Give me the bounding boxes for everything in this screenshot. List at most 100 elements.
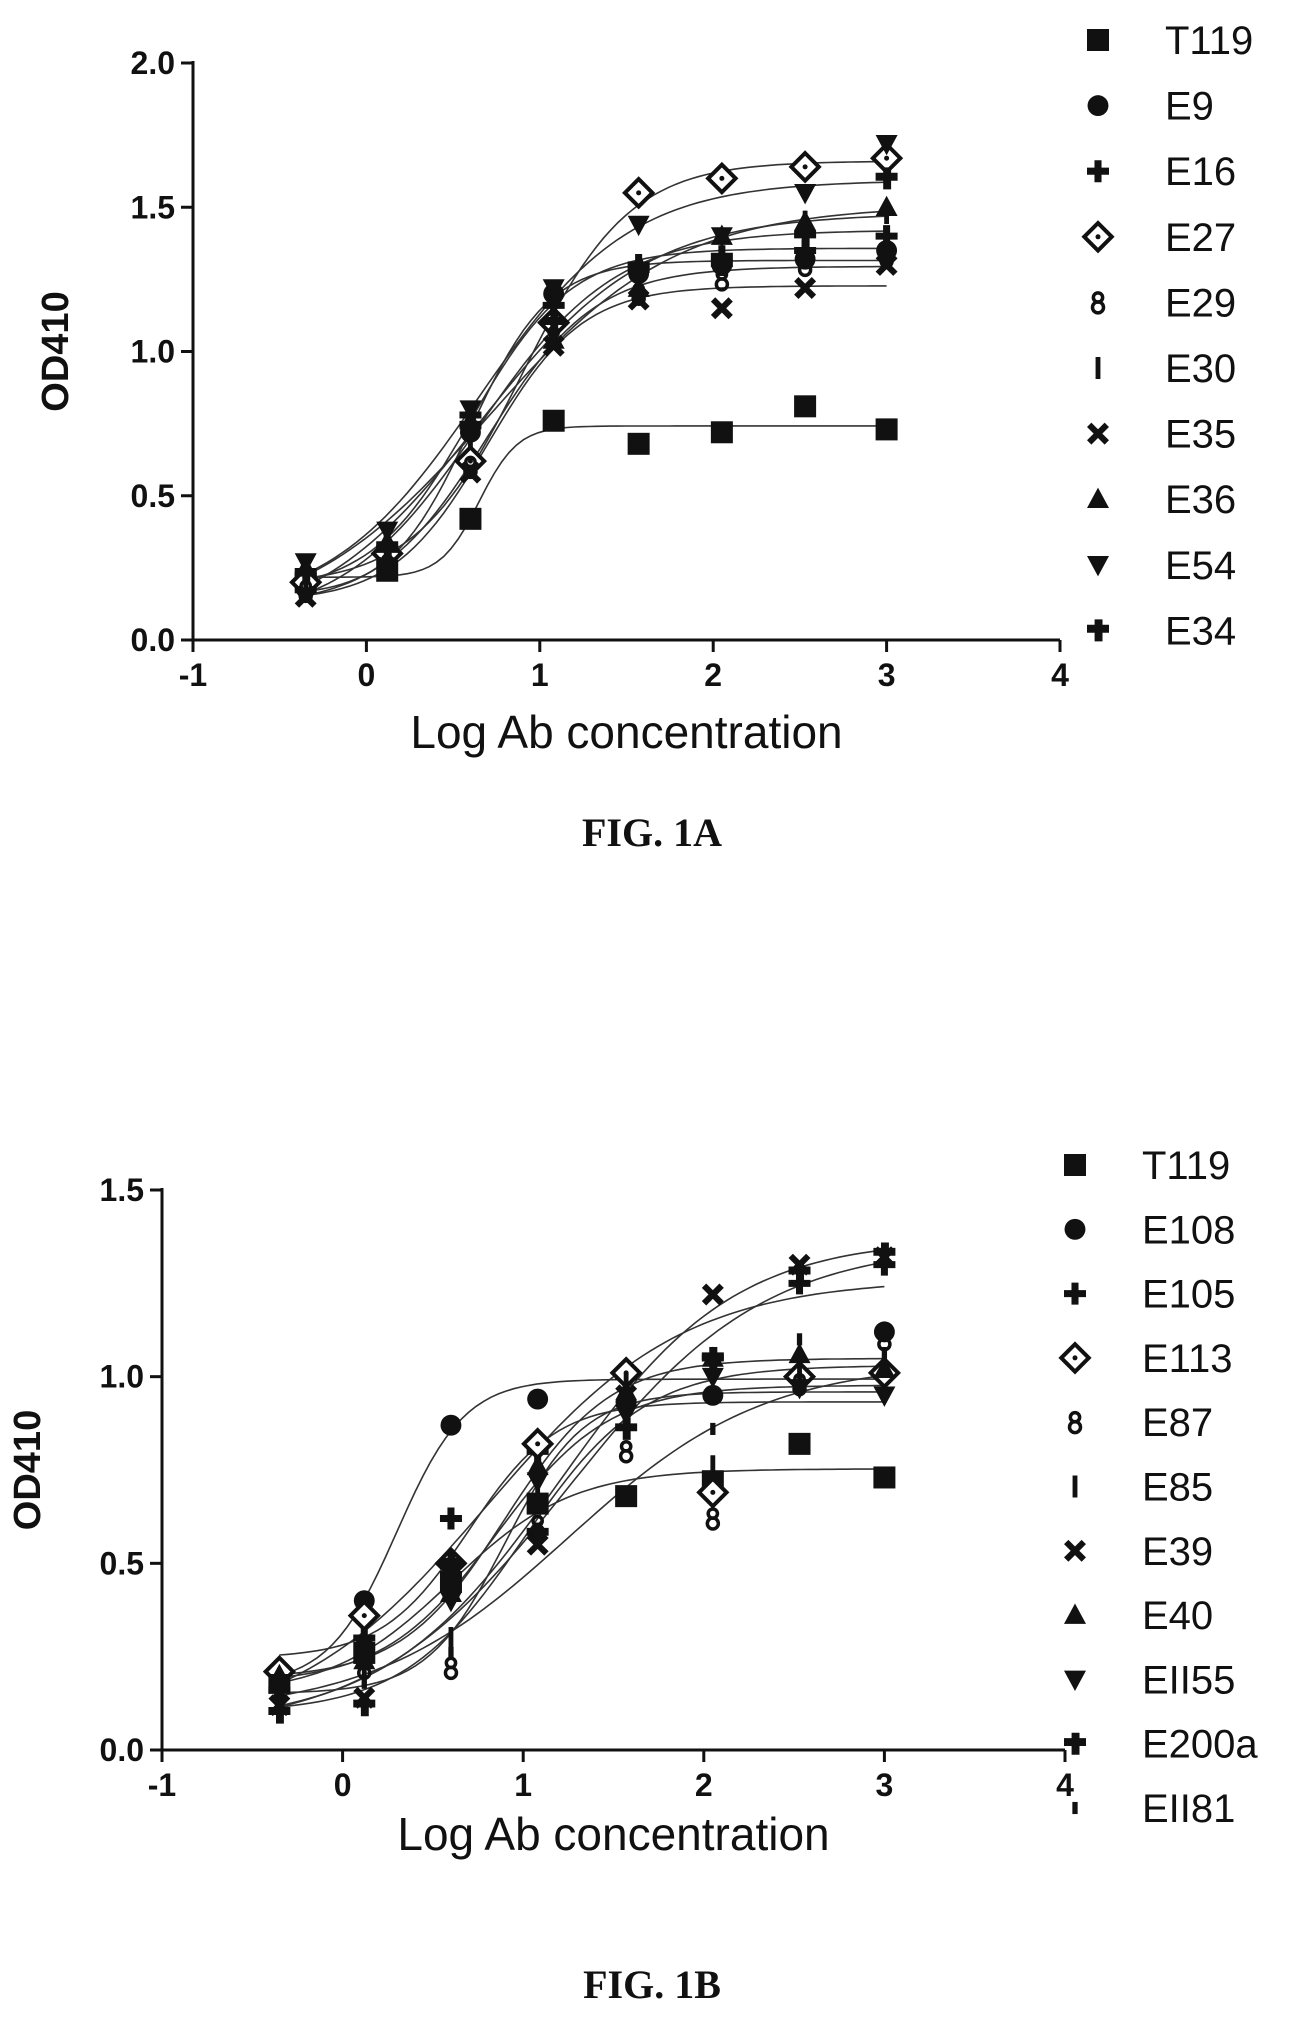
point-e54 — [794, 184, 817, 205]
legend-marker-e105 — [1064, 1282, 1086, 1305]
point-e200a — [788, 1261, 811, 1284]
point-e40 — [615, 1380, 638, 1401]
fit-curve-e105 — [279, 1285, 885, 1685]
fit-curve-e200a — [279, 1261, 885, 1708]
legend-marker-e29 — [1090, 291, 1106, 315]
legend-marker-e40 — [1064, 1603, 1086, 1624]
point-eii81 — [276, 1695, 283, 1708]
point-e36 — [875, 195, 898, 217]
point-e40 — [353, 1648, 376, 1670]
legend-label-e27: E27 — [1165, 216, 1236, 260]
x-tick-label: 0 — [358, 657, 376, 693]
x-tick-label: 3 — [878, 657, 896, 693]
point-e87 — [443, 1656, 459, 1681]
x-tick-label: 1 — [531, 657, 549, 693]
legend-marker-e16 — [1087, 160, 1109, 183]
x-tick-label: -1 — [148, 1767, 176, 1803]
legend-label-e30: E30 — [1165, 347, 1236, 391]
fit-curve-eii55 — [279, 1384, 885, 1679]
point-e85 — [448, 1627, 454, 1649]
fit-curve-e54 — [305, 181, 887, 575]
point-eii81 — [623, 1407, 629, 1421]
point-e200a — [701, 1347, 724, 1369]
legend-marker-eii55 — [1064, 1670, 1086, 1691]
point-e34 — [710, 253, 733, 276]
y-tick-label: 0.0 — [131, 622, 175, 658]
y-axis-label: OD410 — [7, 1410, 49, 1530]
legend-marker-e113 — [1058, 1341, 1092, 1375]
fit-curve-e35 — [305, 285, 887, 597]
point-e27 — [788, 150, 822, 184]
point-e35 — [794, 277, 817, 300]
point-e108 — [527, 1388, 549, 1410]
legend-marker-e9 — [1087, 95, 1109, 117]
point-e200a — [873, 1242, 896, 1265]
point-eii81 — [796, 1333, 803, 1346]
legend-marker-t119 — [1087, 29, 1109, 51]
point-e36 — [542, 328, 565, 349]
point-e35 — [294, 585, 317, 608]
point-e35 — [710, 297, 733, 320]
legend-marker-e34 — [1087, 619, 1109, 642]
legend: T119 E9 E16 E27 E29 E30 E35 E36 E54 E34 — [1081, 19, 1253, 653]
x-tick-label: 0 — [334, 1767, 352, 1803]
point-t119 — [459, 507, 482, 530]
point-e113 — [696, 1475, 730, 1509]
y-tick-label: 1.0 — [100, 1359, 144, 1395]
legend-label-e34: E34 — [1165, 609, 1236, 653]
point-e40 — [873, 1357, 896, 1378]
point-e87 — [705, 1507, 721, 1531]
point-eii55 — [873, 1386, 896, 1407]
fit-curve-e30 — [305, 230, 887, 595]
legend-label-e54: E54 — [1165, 544, 1236, 588]
point-e35 — [376, 556, 399, 579]
point-e36 — [627, 276, 650, 297]
fit-curve-t119 — [279, 1468, 885, 1684]
fitted-curves — [279, 1249, 885, 1708]
y-tick-label: 1.5 — [131, 189, 175, 225]
x-axis-label: Log Ab concentration — [397, 1808, 829, 1860]
point-t119 — [873, 1466, 896, 1489]
point-e54 — [542, 279, 565, 300]
x-tick-label: -1 — [179, 657, 207, 693]
point-eii55 — [353, 1636, 376, 1658]
legend-marker-e36 — [1087, 487, 1109, 508]
fit-curve-e34 — [305, 215, 887, 588]
y-tick-label: 2.0 — [131, 45, 175, 81]
point-e108 — [440, 1414, 462, 1436]
legend-label-eii55: EII55 — [1142, 1658, 1235, 1702]
legend-label-e29: E29 — [1165, 281, 1236, 325]
point-e34 — [459, 415, 482, 438]
fit-curve-e85 — [279, 1391, 885, 1694]
legend-label-e36: E36 — [1165, 478, 1236, 522]
point-e36 — [794, 210, 817, 231]
fit-curve-t119 — [305, 425, 887, 579]
legend-marker-e200a — [1064, 1732, 1086, 1755]
point-e34 — [875, 167, 898, 190]
legend-marker-e85 — [1072, 1475, 1078, 1498]
legend-label-e39: E39 — [1142, 1530, 1213, 1574]
point-e27 — [622, 176, 656, 210]
point-eii55 — [439, 1591, 462, 1613]
point-e35 — [459, 461, 482, 484]
point-e200a — [526, 1522, 549, 1545]
legend-label-e16: E16 — [1165, 150, 1236, 194]
data-points — [289, 134, 904, 608]
point-t119 — [875, 418, 898, 441]
data-points — [262, 1242, 901, 1724]
point-t119 — [615, 1485, 638, 1508]
point-e54 — [627, 215, 650, 237]
y-axis-label: OD410 — [35, 291, 77, 411]
fit-curve-e36 — [305, 210, 887, 577]
point-e39 — [526, 1533, 549, 1556]
point-eii81 — [881, 1348, 888, 1361]
legend-label-t119: T119 — [1142, 1144, 1230, 1188]
point-e34 — [294, 562, 317, 585]
fit-curve-eii81 — [279, 1365, 885, 1708]
fit-curve-e40 — [279, 1357, 885, 1676]
point-e200a — [615, 1417, 638, 1440]
legend: T119 E108 E105 E113 E87 E85 E39 E40 EII55 E200a EI… — [1058, 1144, 1258, 1831]
point-e54 — [875, 134, 898, 156]
legend-marker-e30 — [1095, 357, 1101, 379]
